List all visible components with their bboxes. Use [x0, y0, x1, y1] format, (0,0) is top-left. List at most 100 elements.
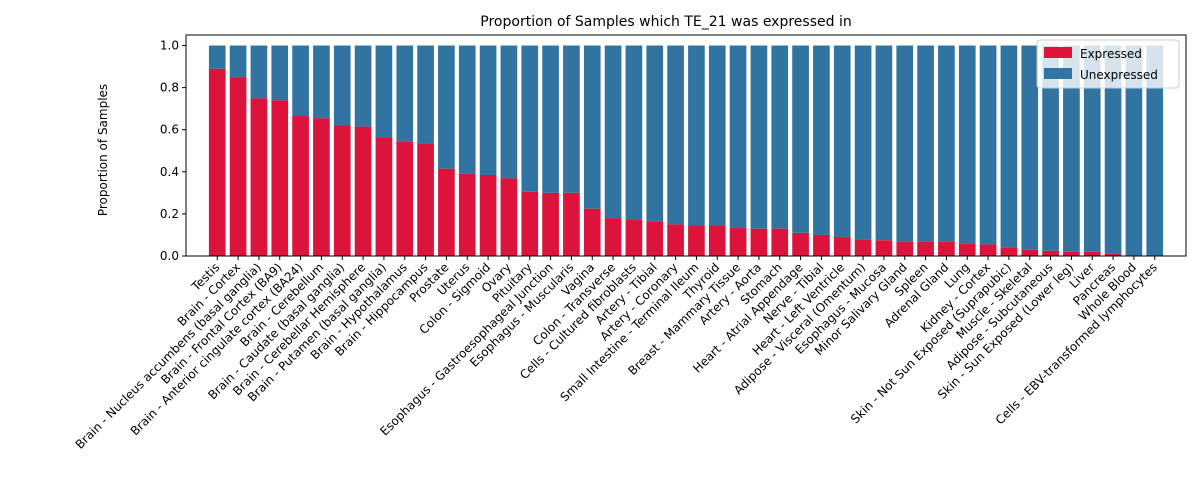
bar-unexpressed — [292, 45, 309, 117]
bar-expressed — [646, 221, 664, 256]
y-axis: 0.0 0.2 0.4 0.6 0.8 1.0 — [160, 39, 186, 263]
bar-expressed — [417, 143, 434, 256]
bar-unexpressed — [1146, 45, 1164, 257]
y-tick-label: 0.6 — [160, 123, 179, 137]
plot-frame — [185, 34, 1187, 257]
bar-unexpressed — [1125, 45, 1143, 257]
bar-unexpressed — [438, 45, 455, 169]
bar-expressed — [896, 241, 914, 256]
bar-unexpressed — [958, 45, 976, 244]
bar-expressed — [875, 240, 893, 256]
bar-expressed — [771, 228, 789, 256]
bar-expressed — [792, 232, 809, 256]
bar-unexpressed — [833, 45, 851, 238]
bar-expressed — [438, 168, 455, 256]
chart-title: Proportion of Samples which TE_21 was ex… — [480, 14, 851, 30]
bar-unexpressed — [854, 45, 872, 240]
bar-unexpressed — [667, 45, 684, 225]
bar-expressed — [1000, 247, 1018, 256]
bar-expressed — [938, 241, 955, 256]
bar-unexpressed — [979, 45, 997, 245]
bar-expressed — [667, 224, 684, 256]
bar-expressed — [854, 239, 872, 256]
x-tick-label: Brain - Nucleus accumbens (basal ganglia… — [73, 260, 264, 451]
legend-label-unexpressed: Unexpressed — [1080, 68, 1158, 82]
bar-expressed — [313, 118, 330, 256]
bar-expressed — [396, 141, 414, 256]
bar-expressed — [1021, 249, 1039, 256]
bar-expressed — [708, 225, 726, 256]
bar-unexpressed — [583, 45, 601, 209]
legend: Expressed Unexpressed — [1036, 39, 1180, 89]
y-tick-label: 1.0 — [160, 39, 179, 53]
bars-group — [208, 45, 1164, 257]
bar-expressed — [1104, 253, 1122, 256]
bar-expressed — [542, 192, 559, 256]
legend-box — [1036, 39, 1180, 89]
bar-expressed — [833, 237, 851, 256]
bar-expressed — [333, 125, 351, 256]
bar-unexpressed — [1042, 45, 1059, 251]
bar-expressed — [521, 191, 539, 256]
bar-unexpressed — [792, 45, 809, 233]
legend-swatch-expressed — [1044, 47, 1072, 58]
bar-unexpressed — [458, 45, 476, 174]
bar-expressed — [958, 243, 976, 256]
bar-expressed — [458, 173, 476, 256]
bar-expressed — [688, 225, 705, 256]
bar-expressed — [729, 227, 747, 256]
bar-unexpressed — [729, 45, 747, 228]
bar-unexpressed — [625, 45, 643, 220]
bar-unexpressed — [479, 45, 497, 175]
bar-expressed — [1083, 251, 1101, 256]
bar-expressed — [1042, 250, 1059, 256]
bar-expressed — [208, 68, 226, 256]
bar-expressed — [375, 137, 393, 256]
bar-expressed — [979, 244, 997, 256]
bar-unexpressed — [542, 45, 559, 193]
bar-unexpressed — [563, 45, 580, 193]
bar-unexpressed — [313, 45, 330, 119]
legend-swatch-unexpressed — [1044, 68, 1072, 79]
bar-unexpressed — [896, 45, 914, 242]
bar-expressed — [1063, 251, 1080, 256]
bar-unexpressed — [375, 45, 393, 138]
bar-unexpressed — [208, 45, 226, 69]
bar-expressed — [500, 178, 518, 256]
bar-expressed — [813, 234, 830, 256]
y-tick-label: 0.4 — [160, 165, 179, 179]
bar-unexpressed — [500, 45, 518, 179]
bar-unexpressed — [771, 45, 789, 229]
bar-unexpressed — [1021, 45, 1039, 250]
bar-expressed — [479, 174, 497, 256]
bar-expressed — [250, 98, 268, 257]
bar-unexpressed — [417, 45, 434, 144]
bar-unexpressed — [750, 45, 768, 229]
bar-unexpressed — [938, 45, 955, 242]
bar-unexpressed — [354, 45, 372, 127]
bar-unexpressed — [1083, 45, 1101, 252]
bar-unexpressed — [917, 45, 934, 242]
y-axis-label: Proportion of Samples — [96, 84, 110, 216]
bar-unexpressed — [604, 45, 622, 219]
bar-expressed — [604, 218, 622, 256]
bar-unexpressed — [396, 45, 414, 142]
bar-expressed — [625, 219, 643, 256]
bar-unexpressed — [813, 45, 830, 235]
bar-expressed — [354, 126, 372, 256]
y-tick-label: 0.0 — [160, 249, 179, 263]
bar-expressed — [583, 208, 601, 256]
bar-unexpressed — [1063, 45, 1080, 252]
bar-unexpressed — [229, 45, 247, 78]
bar-unexpressed — [250, 45, 268, 99]
bar-unexpressed — [646, 45, 664, 222]
bar-unexpressed — [271, 45, 289, 101]
bar-unexpressed — [1000, 45, 1018, 248]
bar-unexpressed — [333, 45, 351, 126]
bar-expressed — [229, 77, 247, 256]
bar-expressed — [917, 241, 934, 256]
bar-expressed — [750, 228, 768, 256]
bar-expressed — [563, 192, 580, 256]
bar-expressed — [292, 116, 309, 257]
